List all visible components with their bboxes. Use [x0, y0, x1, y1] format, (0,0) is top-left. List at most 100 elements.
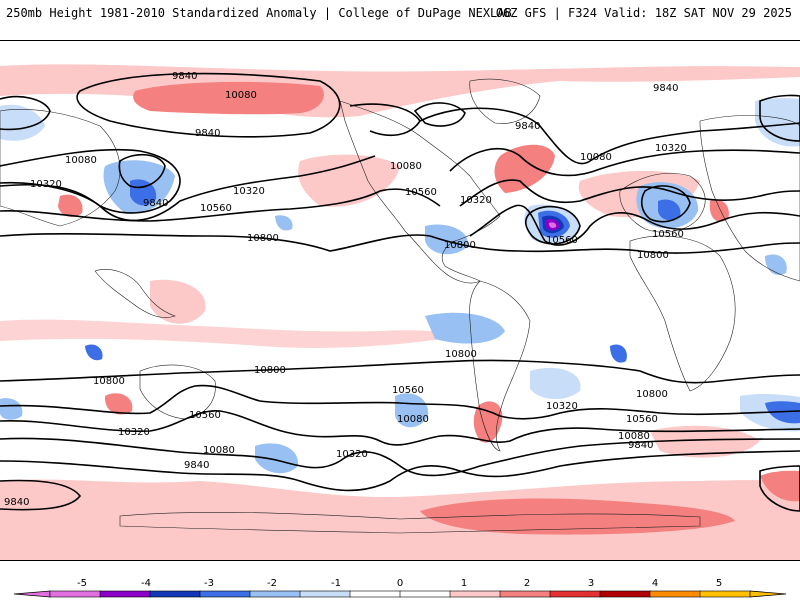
- colorbar: -5 -4 -3 -2 -1 0 1 2 3 4 5: [0, 560, 800, 600]
- africa-outline: [629, 235, 736, 392]
- colorbar-segment: [699, 590, 751, 598]
- negative-anomaly-area: [610, 344, 627, 363]
- height-contours: [0, 72, 800, 512]
- contour-europe-low: [640, 185, 691, 223]
- negative-anomaly-area: [765, 254, 787, 276]
- contour-label: 10080: [580, 152, 612, 163]
- contour-label: 9840: [143, 198, 168, 209]
- contour-10080-north: [0, 148, 181, 214]
- contour-label: 10800: [254, 365, 286, 376]
- colorbar-tick-label: -5: [77, 578, 87, 589]
- colorbar-segment: [549, 590, 601, 598]
- contour-label: 10800: [93, 376, 125, 387]
- negative-anomaly-area: [255, 443, 299, 474]
- negative-anomaly-area: [530, 367, 581, 400]
- contour-label: 10080: [390, 161, 422, 172]
- contour-label: 10800: [444, 240, 476, 251]
- contour-label: 10560: [392, 385, 424, 396]
- positive-anomaly-area: [104, 393, 133, 415]
- colorbar-segment: [599, 590, 651, 598]
- asia-west-outline: [0, 109, 121, 227]
- colorbar-left-extension: [13, 590, 51, 598]
- positive-anomaly-area: [473, 401, 503, 443]
- contour-west-eurasia: [0, 95, 51, 131]
- contour-aleutian-low: [118, 153, 166, 188]
- positive-anomaly-area: [58, 194, 83, 217]
- negative-anomaly-area: [130, 179, 157, 206]
- contour-label: 10560: [200, 203, 232, 214]
- antarctica-outline: [119, 512, 701, 534]
- contour-10320-north: [0, 155, 376, 222]
- colorbar-segment: [349, 590, 401, 598]
- contour-label: 10800: [636, 389, 668, 400]
- contour-10560-atlantic-trough: [469, 204, 800, 246]
- colorbar-svg: -5 -4 -3 -2 -1 0 1 2 3 4 5: [13, 578, 787, 598]
- contour-label: 10320: [460, 195, 492, 206]
- anomaly-map: 9840 10080 9840 10080 10320 9840 10320 1…: [0, 64, 800, 560]
- australia-outline: [139, 364, 216, 420]
- positive-anomaly-area: [494, 144, 555, 193]
- colorbar-tick-label: 1: [461, 578, 467, 589]
- contour-label: 10320: [655, 143, 687, 154]
- contour-9840-north: [76, 72, 341, 138]
- contour-10800-tropics-north: [429, 235, 800, 254]
- contour-10320-south: [0, 410, 800, 446]
- positive-anomaly-area: [420, 498, 735, 535]
- colorbar-segments: [13, 590, 787, 598]
- negative-anomaly-area: [395, 393, 429, 428]
- colorbar-tick-label: 0: [397, 578, 403, 589]
- contour-label: 10080: [65, 155, 97, 166]
- colorbar-tick-label: 3: [588, 578, 594, 589]
- positive-anomaly-area: [0, 64, 800, 118]
- contour-label: 10320: [118, 427, 150, 438]
- positive-anomaly-area: [133, 81, 324, 115]
- map-panel: 9840 10080 9840 10080 10320 9840 10320 1…: [0, 40, 800, 561]
- colorbar-segment: [249, 590, 301, 598]
- colorbar-right-extension: [749, 590, 787, 598]
- colorbar-ticks: -5 -4 -3 -2 -1 0 1 2 3 4 5: [77, 578, 722, 589]
- contour-label: 10080: [397, 414, 429, 425]
- contour-10080-south: [0, 437, 800, 477]
- contour-label: 10560: [626, 414, 658, 425]
- contour-label: 10320: [336, 449, 368, 460]
- positive-anomaly-area: [760, 470, 800, 502]
- negative-anomaly-area: [658, 199, 681, 221]
- anomaly-shading: [0, 64, 800, 560]
- contour-9840-east-bottom: [759, 465, 800, 512]
- contour-label: 10560: [546, 235, 578, 246]
- colorbar-segment: [399, 590, 451, 598]
- contour-10320-atlantic: [459, 179, 800, 207]
- contour-label: 10560: [652, 229, 684, 240]
- contour-north-pacific: [349, 103, 421, 137]
- negative-anomaly-area: [0, 104, 45, 141]
- contour-label: 10800: [247, 233, 279, 244]
- contour-label: 9840: [515, 121, 540, 132]
- contour-10800-south-tropics: [0, 359, 800, 384]
- negative-anomaly-area: [549, 222, 557, 228]
- negative-anomaly-area: [85, 344, 103, 361]
- contour-label: 10320: [233, 186, 265, 197]
- europe-outline: [619, 173, 706, 233]
- contour-siberia: [413, 102, 466, 127]
- contour-label: 10320: [546, 401, 578, 412]
- positive-anomaly-area: [650, 425, 760, 458]
- contour-label: 10800: [445, 349, 477, 360]
- colorbar-tick-label: 5: [716, 578, 722, 589]
- contour-label: 9840: [628, 440, 653, 451]
- contour-9840-south: [0, 450, 800, 492]
- contour-atlantic-closed-low: [524, 205, 581, 245]
- contour-east-eurasia: [759, 94, 800, 142]
- colorbar-segment: [299, 590, 351, 598]
- map-title: 250mb Height 1981-2010 Standardized Anom…: [6, 6, 512, 20]
- contour-labels: 9840 10080 9840 10080 10320 9840 10320 1…: [4, 71, 687, 508]
- maritime-continent-outline: [94, 269, 176, 318]
- contour-10080-atlantic: [449, 148, 800, 177]
- positive-anomaly-area: [709, 199, 729, 222]
- contour-label: 9840: [172, 71, 197, 82]
- contour-10560-north: [0, 188, 441, 222]
- negative-anomaly-area: [425, 224, 469, 255]
- negative-anomaly-area: [755, 98, 800, 147]
- contour-10800-north: [0, 232, 431, 252]
- positive-anomaly-area: [0, 319, 460, 348]
- contour-label: 10560: [189, 410, 221, 421]
